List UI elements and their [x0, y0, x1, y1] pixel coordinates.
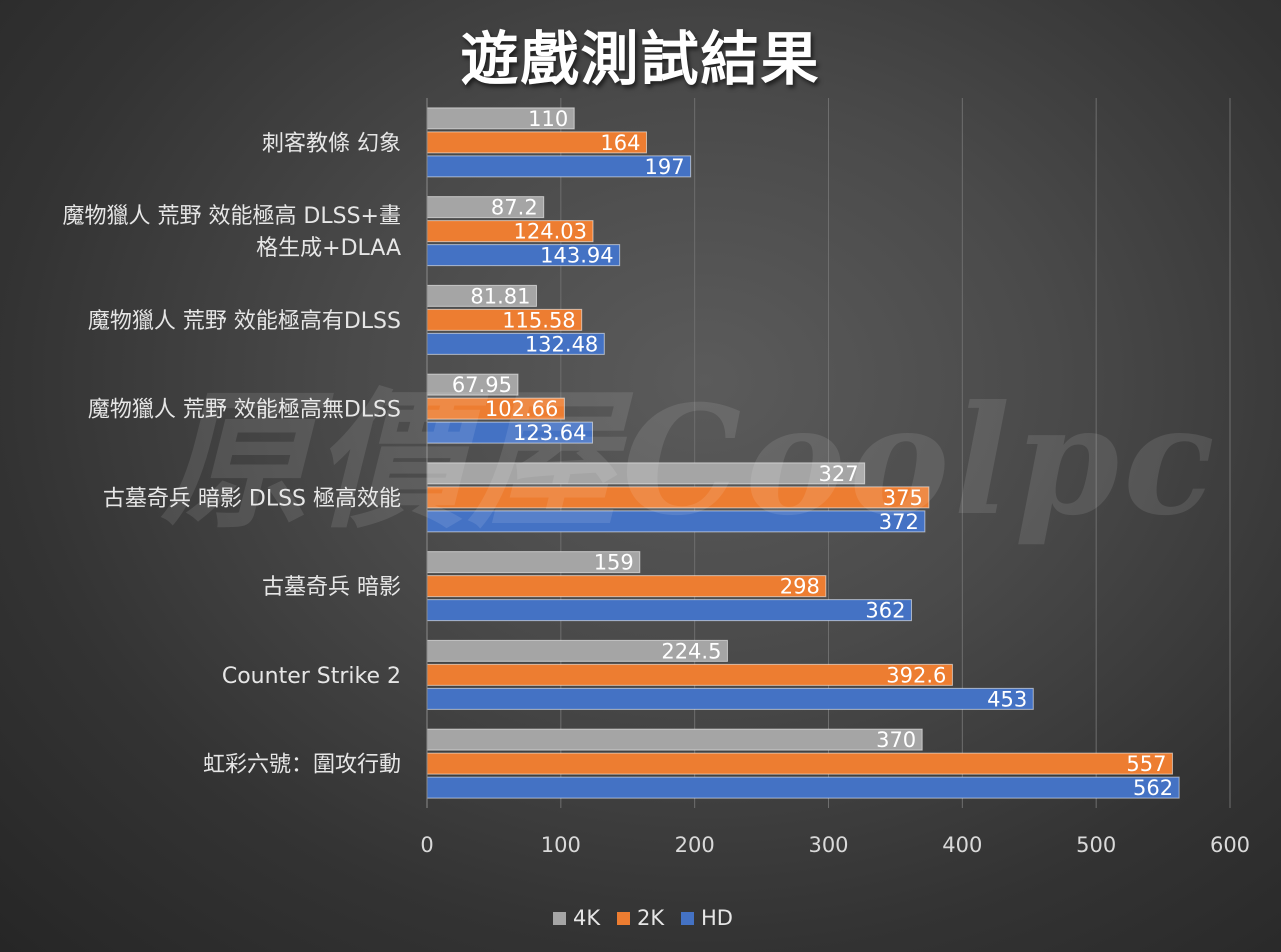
data-label: 224.5	[661, 639, 721, 663]
data-label: 453	[987, 687, 1027, 711]
data-label: 67.95	[452, 373, 512, 397]
data-label: 562	[1133, 776, 1173, 800]
category-label: 格生成+DLAA	[256, 236, 401, 261]
category-label: 虹彩六號：圍攻行動	[203, 753, 401, 778]
legend-swatch-2k	[617, 912, 630, 925]
data-label: 110	[528, 107, 568, 131]
data-label: 102.66	[485, 397, 558, 421]
bar-2k	[426, 663, 953, 686]
legend-label: 4K	[573, 906, 601, 930]
category-label: 刺客教條 幻象	[262, 131, 401, 156]
data-label: 298	[780, 575, 820, 599]
legend-label: HD	[701, 906, 733, 930]
data-label: 132.48	[525, 332, 598, 356]
category-label: 魔物獵人 荒野 效能極高 DLSS+畫	[62, 204, 401, 229]
category-label: 魔物獵人 荒野 效能極高有DLSS	[88, 309, 401, 334]
data-label: 327	[819, 462, 859, 486]
bar-hd	[426, 776, 1180, 799]
x-tick-label: 400	[942, 833, 982, 857]
bar-hd	[426, 687, 1034, 710]
data-label: 375	[883, 486, 923, 510]
x-tick-label: 200	[675, 833, 715, 857]
data-label: 392.6	[886, 663, 946, 687]
bar-4k	[426, 728, 923, 751]
bar-2k	[426, 752, 1173, 775]
data-label: 557	[1126, 752, 1166, 776]
x-tick-label: 600	[1210, 833, 1250, 857]
data-label: 370	[876, 728, 916, 752]
category-label: 古墓奇兵 暗影	[262, 575, 401, 600]
x-tick-label: 0	[420, 833, 433, 857]
data-label: 115.58	[502, 308, 575, 332]
legend-label: 2K	[637, 906, 665, 930]
watermark: 原價屋Coolpc	[160, 373, 1219, 549]
bar-hd	[426, 599, 912, 622]
data-label: 197	[645, 155, 685, 179]
data-label: 362	[865, 599, 905, 623]
chart-title: 遊戲測試結果	[460, 25, 821, 93]
data-label: 143.94	[540, 244, 613, 268]
category-label: Counter Strike 2	[222, 664, 401, 689]
data-label: 87.2	[491, 196, 538, 220]
legend-swatch-hd	[681, 912, 694, 925]
x-tick-label: 300	[808, 833, 848, 857]
x-tick-label: 500	[1076, 833, 1116, 857]
data-label: 124.03	[514, 220, 587, 244]
bar-2k	[426, 575, 827, 598]
data-label: 159	[594, 551, 634, 575]
data-label: 372	[879, 510, 919, 534]
data-label: 164	[600, 131, 640, 155]
category-label: 古墓奇兵 暗影 DLSS 極高效能	[103, 486, 401, 511]
legend-swatch-4k	[553, 912, 566, 925]
data-label: 123.64	[513, 421, 586, 445]
category-label: 魔物獵人 荒野 效能極高無DLSS	[88, 398, 401, 423]
data-label: 81.81	[470, 284, 530, 308]
x-tick-label: 100	[541, 833, 581, 857]
